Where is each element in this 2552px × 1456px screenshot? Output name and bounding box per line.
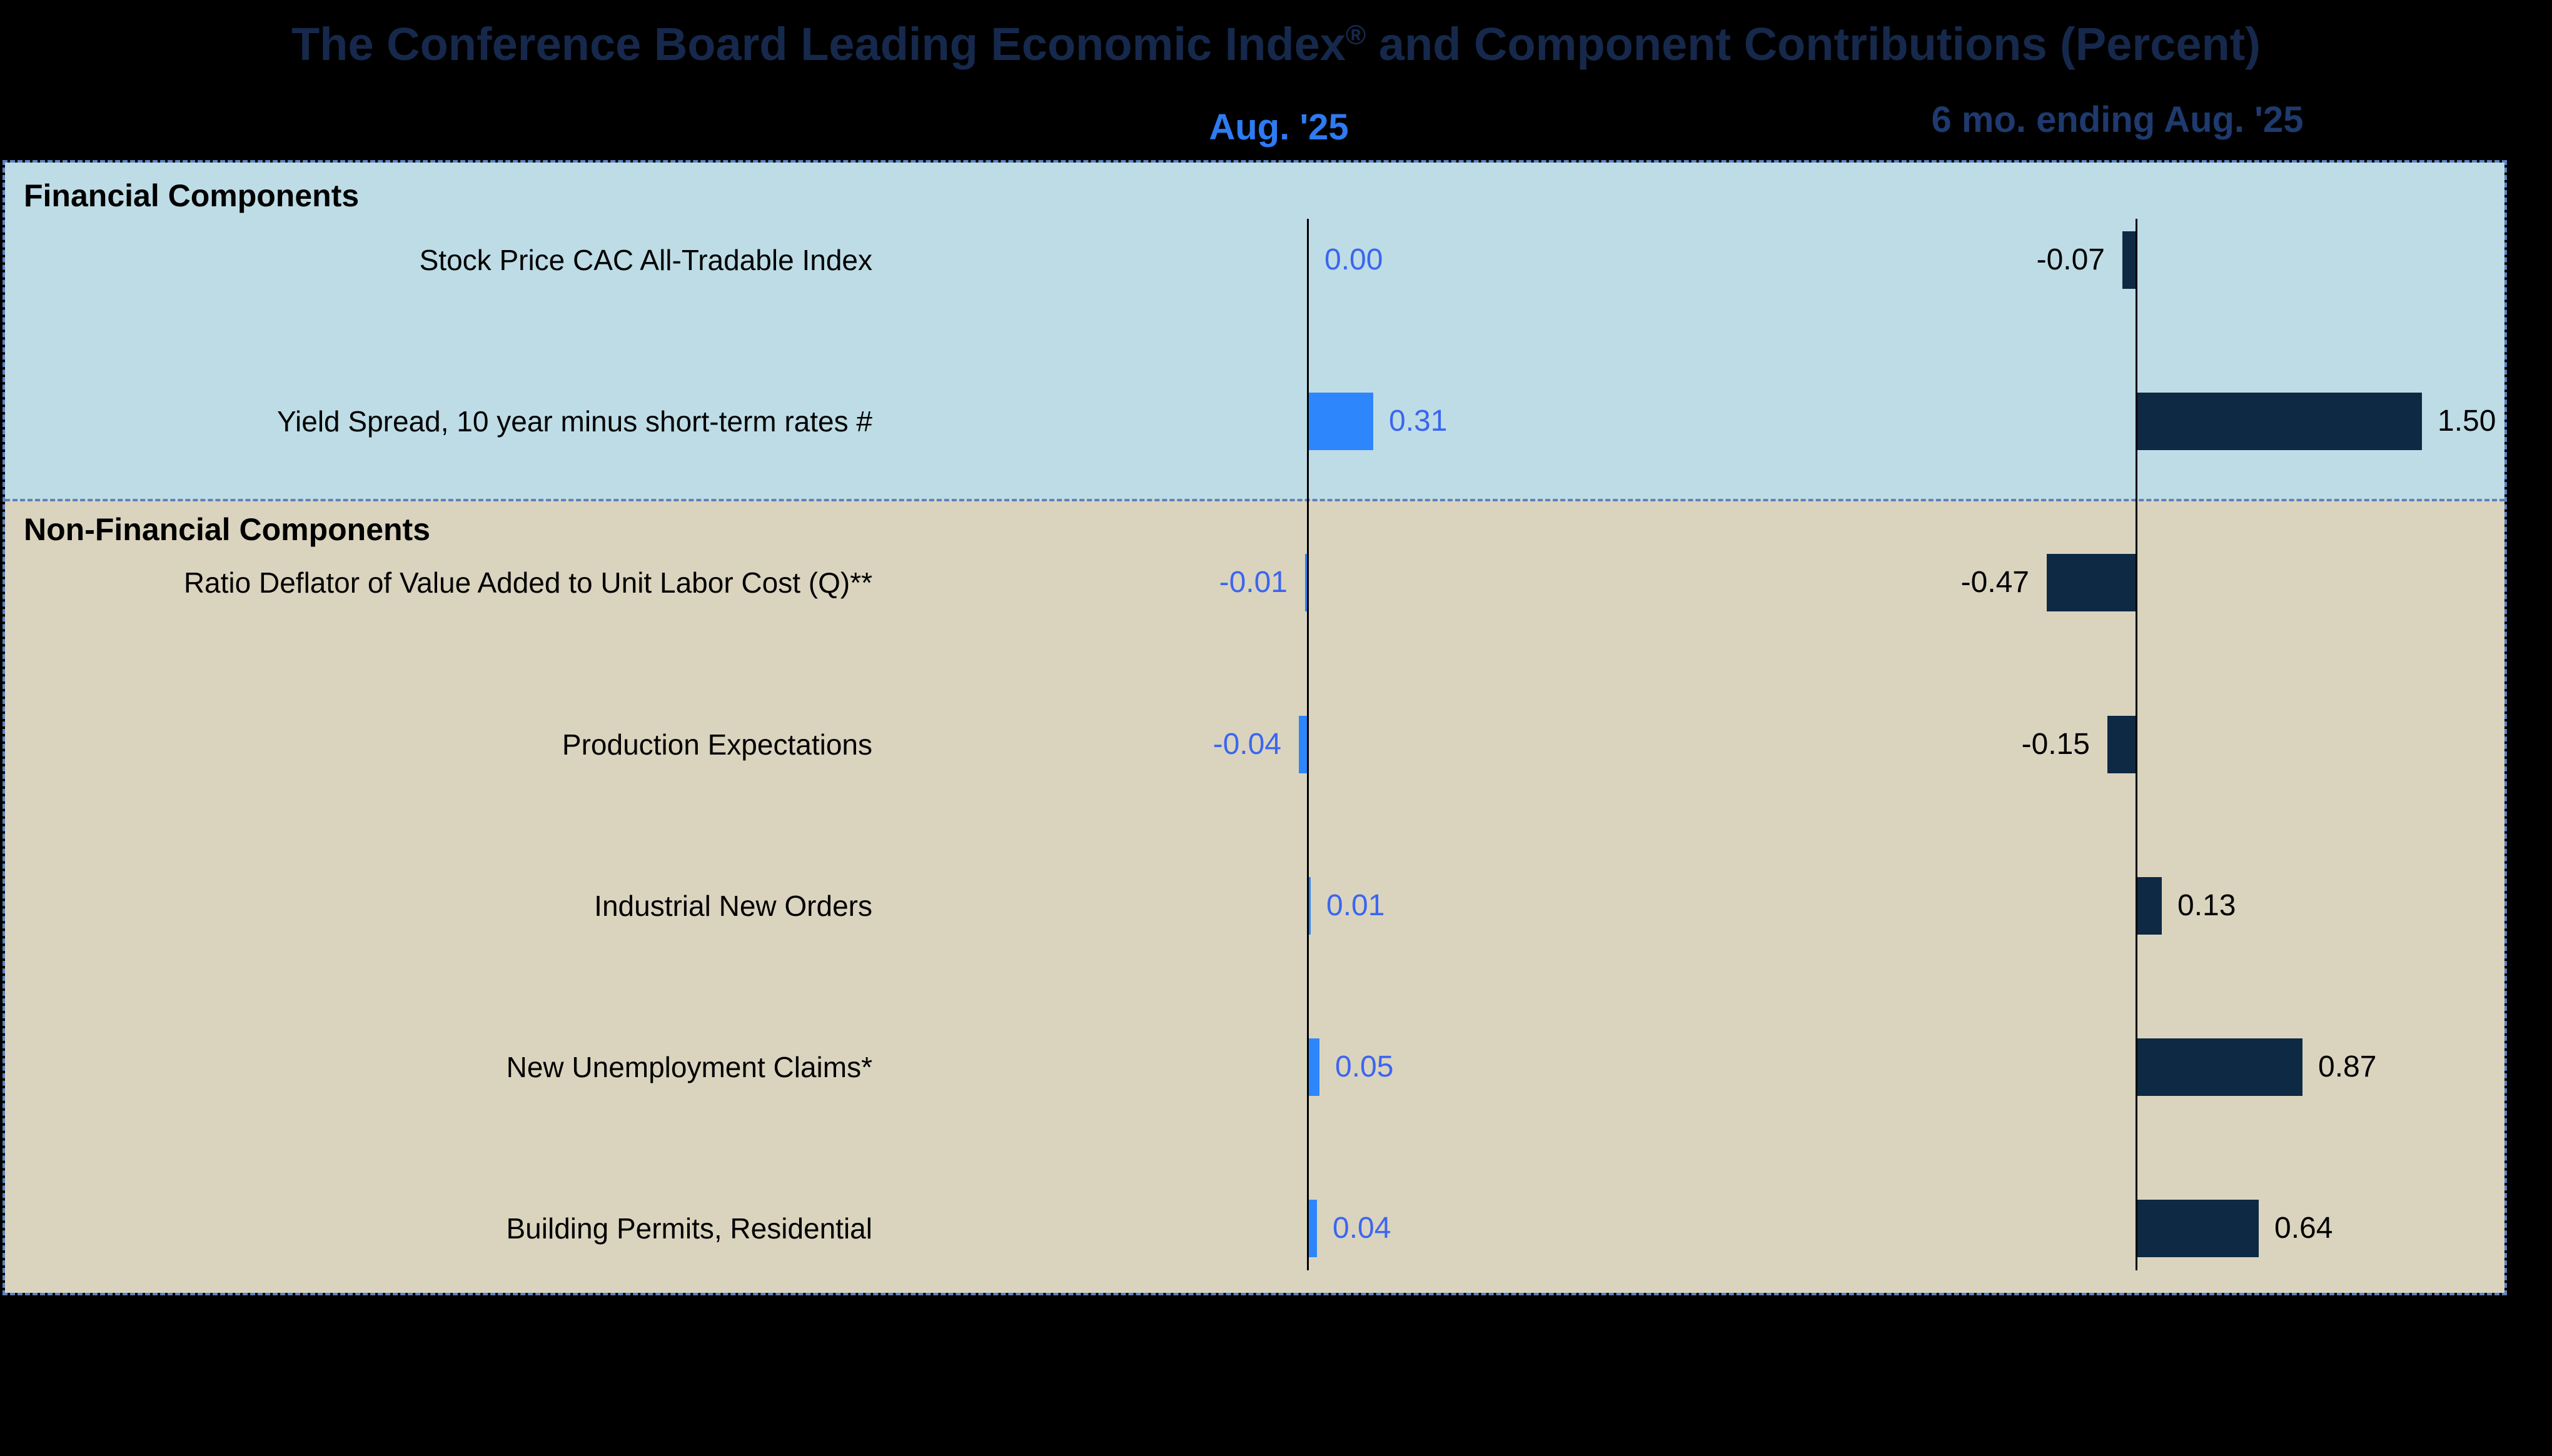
section-divider-line [5,499,2504,501]
row-label: New Unemployment Claims* [506,1051,872,1083]
bar-aug [1309,1038,1319,1096]
value-label-aug: -0.04 [1213,727,1281,761]
financial-components-band: Financial Components [5,163,2504,500]
bar-6mo [2107,715,2136,773]
value-label-6mo: 1.50 [2438,404,2496,438]
bar-6mo [2047,554,2136,612]
column-header-aug-25: Aug. '25 [1209,107,1349,148]
bar-aug [1305,554,1307,612]
row-label: Yield Spread, 10 year minus short-term r… [277,405,872,438]
plot-area: Financial Components Non-Financial Compo… [3,160,2507,1295]
value-label-6mo: -0.47 [1960,566,2029,600]
value-label-aug: -0.01 [1219,566,1288,600]
row-label: Building Permits, Residential [506,1212,873,1245]
bar-6mo [2137,1200,2259,1258]
row-label: Industrial New Orders [594,889,872,922]
value-label-6mo: -0.07 [2036,243,2105,276]
non-financial-components-heading: Non-Financial Components [24,512,430,547]
row-label: Production Expectations [562,728,872,761]
value-label-aug: 0.05 [1335,1050,1394,1083]
chart-title: The Conference Board Leading Economic In… [0,18,2552,71]
registered-trademark-symbol: ® [1345,19,1366,51]
value-label-6mo: 0.13 [2177,888,2236,922]
bar-6mo [2122,231,2136,289]
bar-aug [1299,715,1307,773]
value-label-aug: 0.01 [1326,888,1385,922]
bar-aug [1309,876,1311,935]
value-label-6mo: -0.15 [2021,727,2090,761]
axis-baseline-6mo [2136,219,2137,1270]
bar-6mo [2137,1038,2302,1096]
bar-6mo [2137,876,2162,935]
bar-6mo [2137,393,2422,451]
row-label: Ratio Deflator of Value Added to Unit La… [183,566,872,600]
bar-aug [1309,393,1373,451]
axis-baseline-aug [1307,219,1309,1270]
financial-components-heading: Financial Components [24,178,360,213]
chart-title-text: The Conference Board Leading Economic In… [291,18,1346,70]
bar-aug [1309,1200,1317,1258]
value-label-aug: 0.31 [1389,404,1448,438]
chart-title-suffix: and Component Contributions (Percent) [1366,18,2261,70]
value-label-6mo: 0.87 [2318,1050,2377,1083]
row-label: Stock Price CAC All-Tradable Index [419,244,872,276]
value-label-6mo: 0.64 [2274,1212,2333,1245]
value-label-aug: 0.04 [1333,1212,1391,1245]
non-financial-components-band: Non-Financial Components [5,500,2504,1293]
column-header-6mo: 6 mo. ending Aug. '25 [1931,99,2304,140]
value-label-aug: 0.00 [1324,243,1383,276]
